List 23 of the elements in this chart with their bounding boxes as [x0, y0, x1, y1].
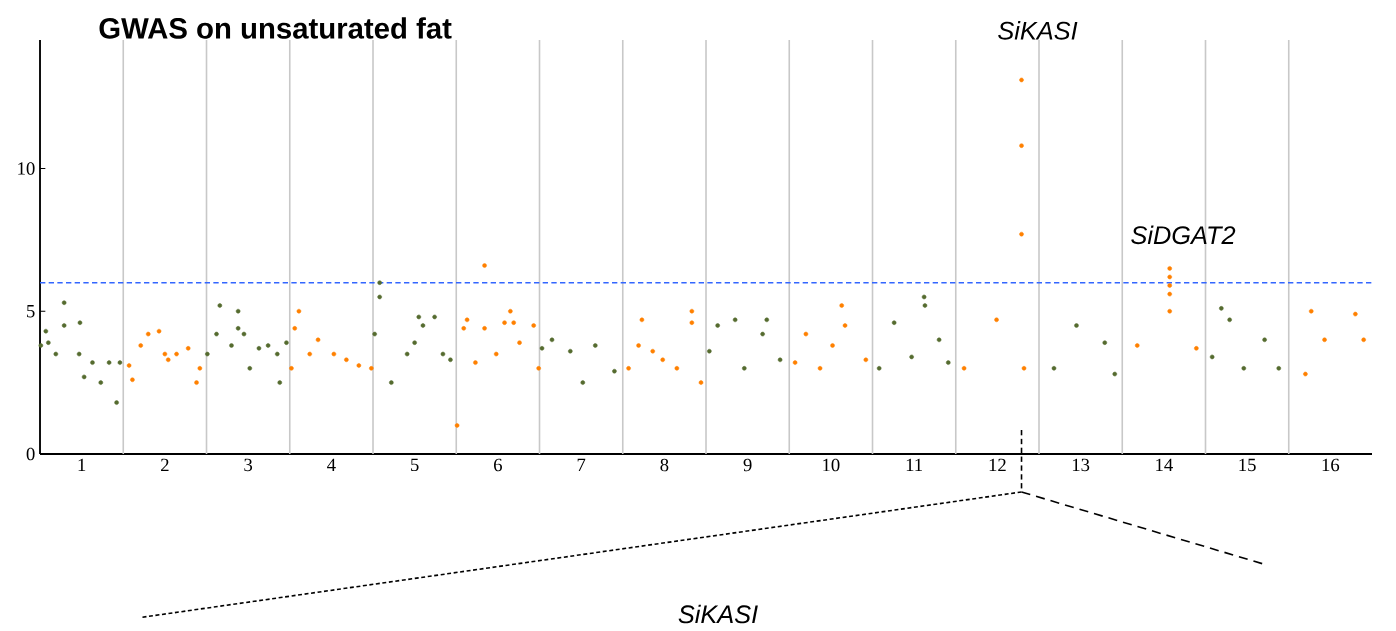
y-tick-label: 10 — [18, 162, 35, 175]
x-tick-label: 2 — [161, 458, 169, 472]
x-tick-label: 12 — [989, 458, 1006, 472]
y-tick-label: 0 — [26, 447, 35, 461]
y-tick-label: 5 — [27, 305, 35, 318]
x-tick-label: 16 — [1322, 458, 1340, 472]
x-tick-label: 4 — [327, 458, 336, 471]
x-tick-label: 1 — [78, 458, 86, 472]
x-tick-label: 13 — [1072, 458, 1090, 472]
x-tick-label: 7 — [577, 458, 586, 471]
x-tick-label: 10 — [823, 458, 840, 472]
x-tick-label: 8 — [660, 458, 669, 472]
text: SiKASI — [678, 604, 758, 624]
annotation: SiDGAT2 — [1131, 225, 1236, 245]
x-tick-label: 9 — [743, 458, 752, 472]
chart-title: GWAS on unsaturated fat — [99, 17, 452, 39]
x-tick-label: 6 — [494, 458, 502, 472]
annotation: SiKASI — [998, 21, 1078, 40]
x-tick-label: 15 — [1239, 458, 1256, 472]
x-tick-label: 11 — [906, 458, 922, 472]
x-tick-label: 5 — [411, 458, 419, 472]
x-tick-label: 14 — [1156, 458, 1173, 472]
x-tick-label: 3 — [244, 458, 253, 472]
